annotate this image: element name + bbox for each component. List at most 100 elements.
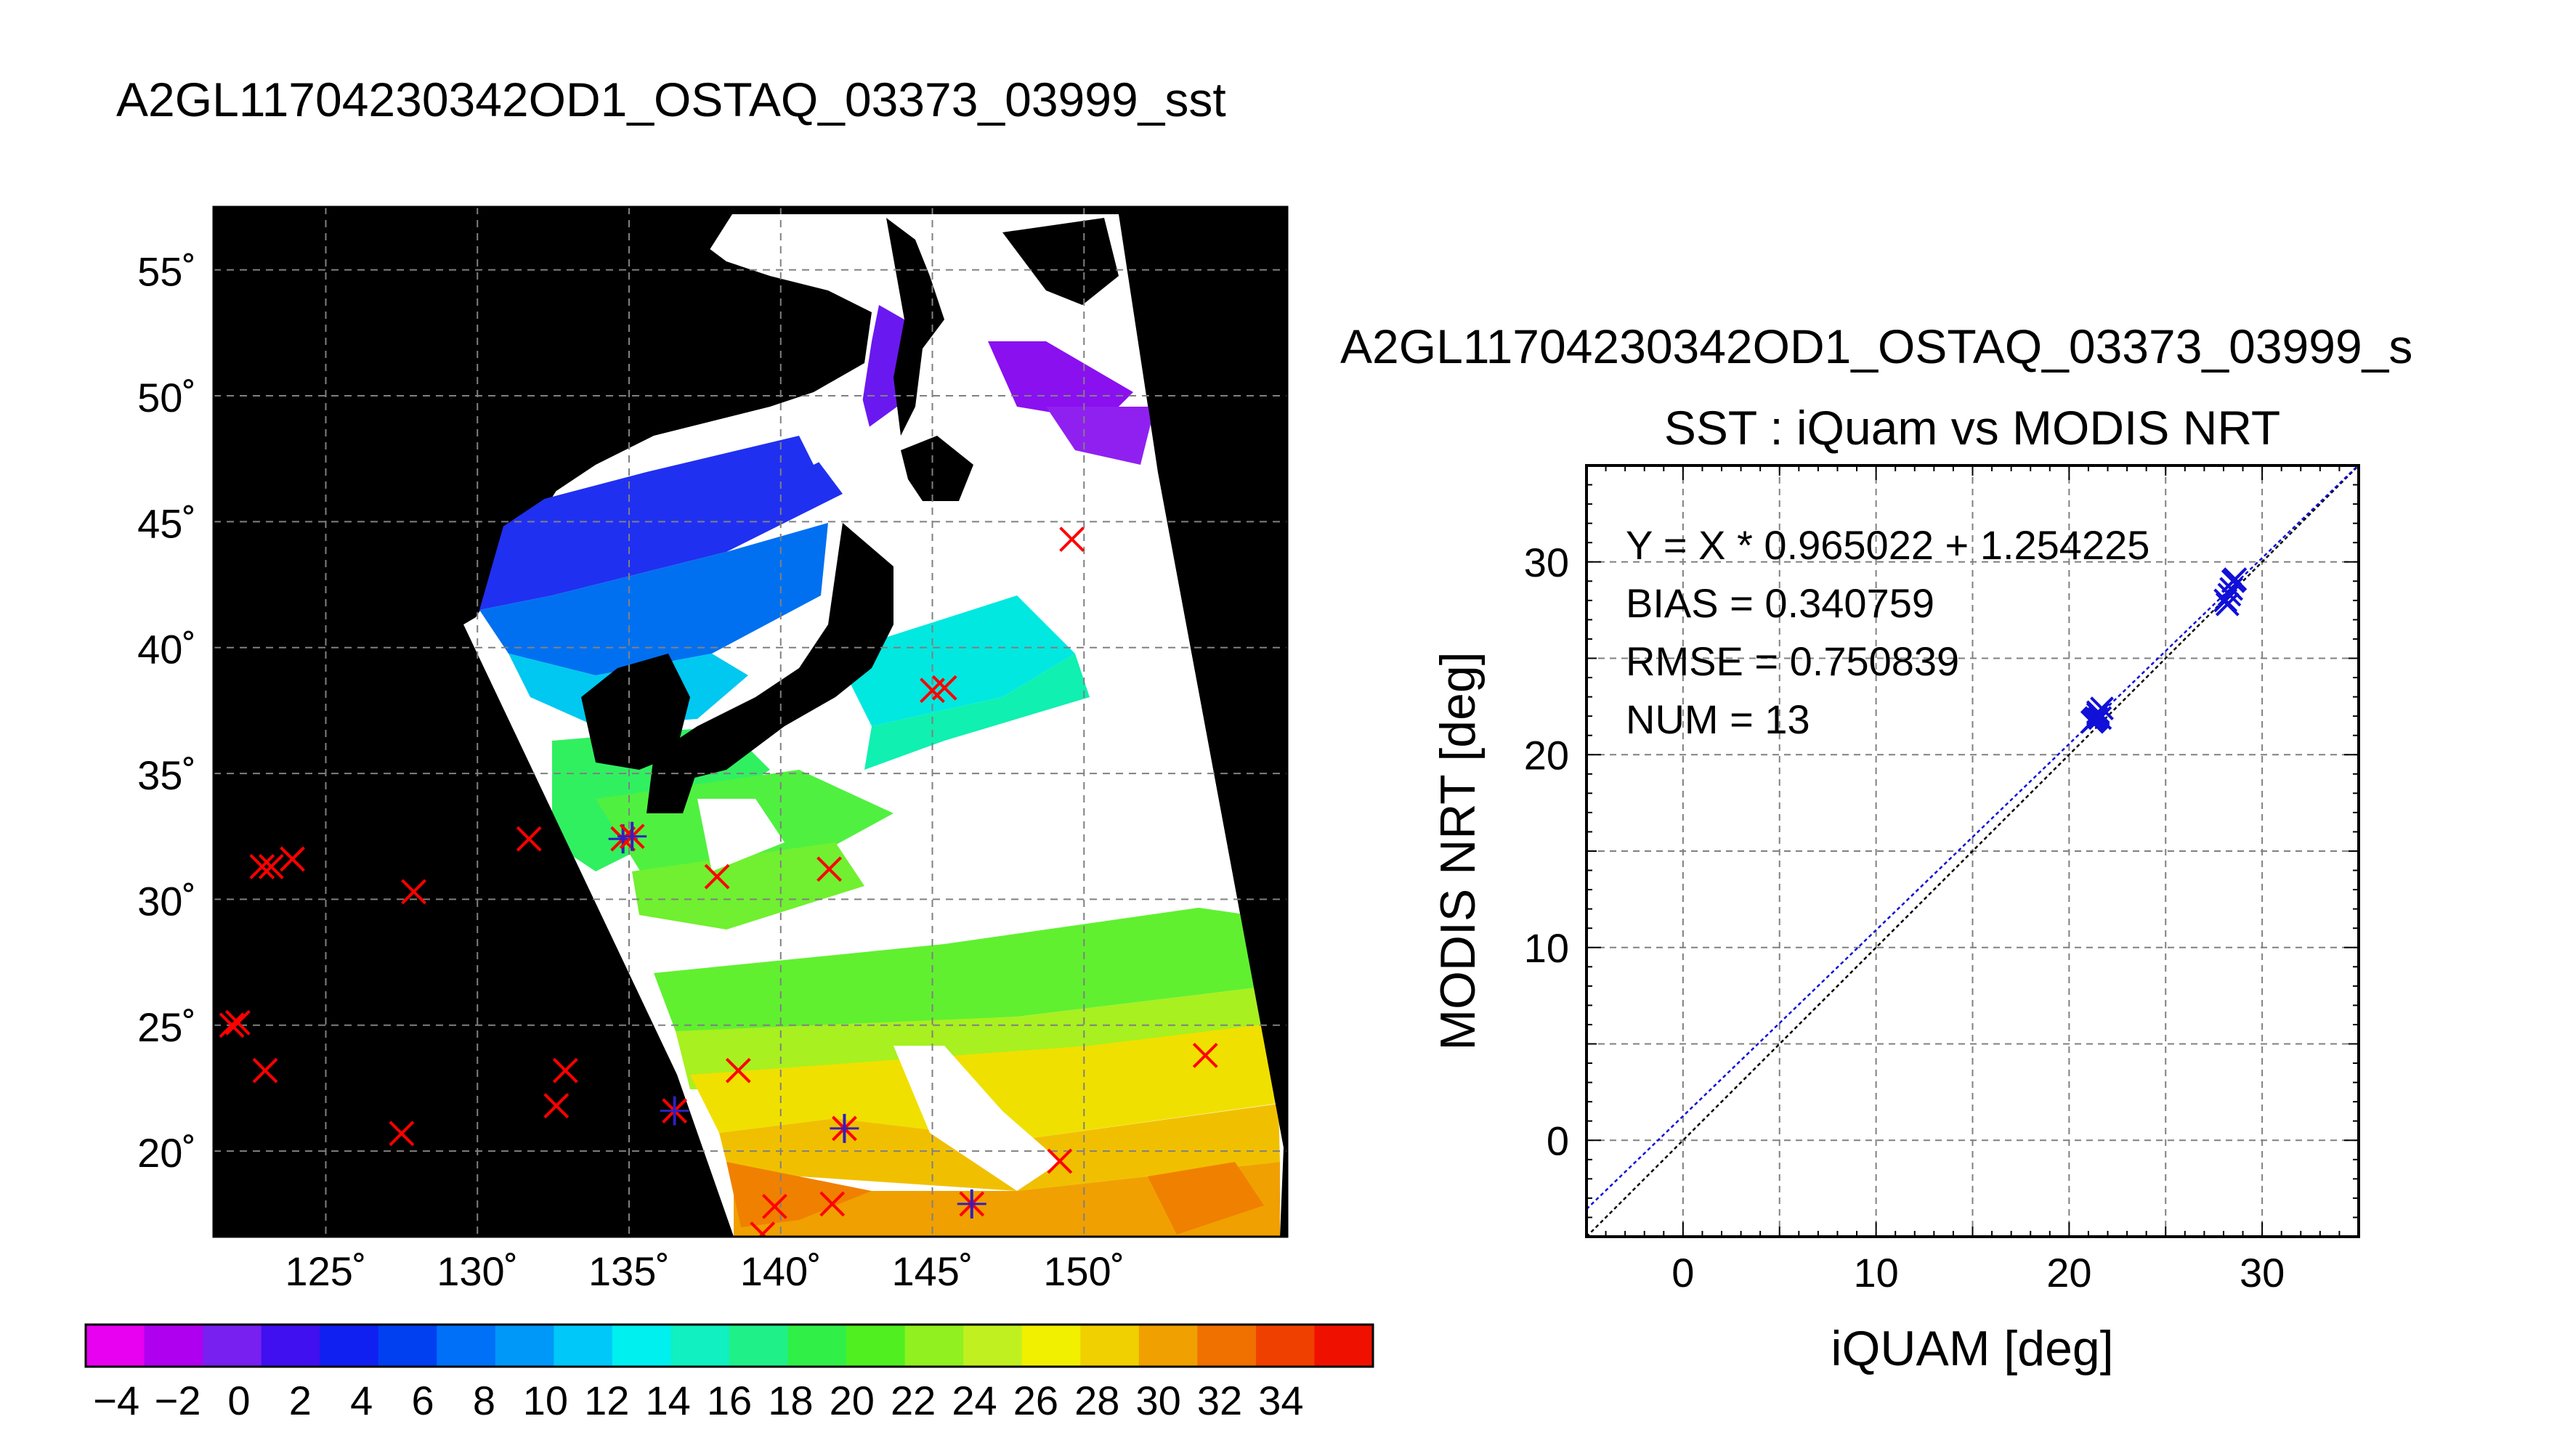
lat-tick-label: 30˚	[137, 878, 196, 924]
no-data-west	[214, 625, 734, 1237]
buoy-marker	[761, 1193, 787, 1219]
colorbar-tick-label: 14	[645, 1378, 690, 1423]
land-masks	[214, 207, 1119, 813]
x-tick-label: 0	[1671, 1250, 1694, 1296]
lat-tick-label: 35˚	[137, 752, 196, 798]
colorbar-tick-label: 32	[1197, 1378, 1242, 1423]
colorbar-tick-label: 10	[523, 1378, 568, 1423]
colorbar-cell	[1021, 1325, 1082, 1367]
data-point	[2223, 567, 2248, 592]
data-point	[2088, 706, 2112, 731]
buoy-marker	[219, 1012, 245, 1038]
colorbar-tick-label: 30	[1136, 1378, 1181, 1423]
bias-value: BIAS = 0.340759	[1626, 580, 1934, 626]
buoy-marker	[1059, 526, 1085, 553]
colorbar-cell	[437, 1325, 496, 1367]
colorbar-cell	[670, 1325, 730, 1367]
x-axis-tick-labels: 0 10 20 30	[1671, 1250, 2285, 1296]
colorbar-tick-label: 28	[1074, 1378, 1119, 1423]
matched-buoy-marker	[617, 821, 647, 851]
colorbar-cell	[612, 1325, 672, 1367]
colorbar-cell	[963, 1325, 1023, 1367]
colorbar-tick-label: 8	[473, 1378, 495, 1423]
colorbar-cell	[1138, 1325, 1199, 1367]
colorbar-tick-label: 6	[412, 1378, 434, 1423]
lon-tick-label: 140˚	[740, 1248, 822, 1294]
colorbar-cell	[378, 1325, 438, 1367]
y-tick-label: 0	[1547, 1118, 1569, 1163]
buoy-marker	[1192, 1042, 1218, 1068]
scatter-frame	[1585, 464, 2360, 1238]
colorbar-cell	[554, 1325, 613, 1367]
land-honshu	[654, 523, 893, 784]
lat-tick-label: 20˚	[137, 1130, 196, 1176]
scatter-title: SST : iQuam vs MODIS NRT	[1664, 401, 2280, 455]
land-kamchatka	[1002, 218, 1119, 305]
lon-tick-label: 150˚	[1043, 1248, 1124, 1294]
colorbar-cell	[86, 1325, 145, 1367]
matched-buoy-marker	[830, 1113, 859, 1143]
lat-tick-label: 50˚	[137, 375, 196, 420]
colorbar-tick-label: 2	[289, 1378, 312, 1423]
buoy-marker	[401, 879, 426, 905]
colorbar-tick-label: −4	[93, 1378, 139, 1423]
y-tick-label: 10	[1524, 925, 1569, 971]
buoy-marker	[1047, 1148, 1073, 1174]
x-axis-label: iQUAM [deg]	[1831, 1321, 2113, 1376]
sst-map: 55˚ 50˚ 45˚ 40˚ 35˚ 30˚ 25˚ 20˚ 125˚ 130˚ 135˚ 140…	[137, 206, 1289, 1294]
colorbar-cell	[1197, 1325, 1257, 1367]
map-frame	[212, 206, 1289, 1238]
colorbar-cell	[729, 1325, 789, 1367]
buoy-marker	[516, 826, 542, 852]
lon-tick-label: 130˚	[437, 1248, 518, 1294]
land-hokkaido	[901, 436, 973, 501]
main-title: A2GL11704230342OD1_OSTAQ_03373_03999_sst	[116, 73, 1226, 126]
colorbar-labels: −4 −2 0 2 4 6 8 10 12 14 16 18 20 22 24 26 28 30 32 34	[93, 1378, 1303, 1423]
fit-line	[1586, 465, 2359, 1210]
colorbar-tick-label: 0	[227, 1378, 250, 1423]
lat-tick-label: 40˚	[137, 627, 196, 672]
colorbar-cell	[1080, 1325, 1140, 1367]
buoy-marker	[816, 856, 842, 882]
y-axis-label: MODIS NRT [deg]	[1430, 651, 1486, 1050]
x-tick-label: 20	[2046, 1250, 2091, 1296]
colorbar-cell	[1255, 1325, 1316, 1367]
rmse-value: RMSE = 0.750839	[1626, 638, 1959, 684]
x-tick-label: 30	[2240, 1250, 2285, 1296]
lat-tick-label: 55˚	[137, 249, 196, 295]
buoy-marker	[252, 1057, 278, 1083]
buoy-marker	[543, 1093, 570, 1119]
colorbar: −4 −2 0 2 4 6 8 10 12 14 16 18 20 22 24 26 28 30 32 34	[84, 1323, 1374, 1423]
colorbar-cell	[787, 1325, 848, 1367]
map-gridlines	[214, 207, 1287, 1237]
colorbar-tick-label: 34	[1258, 1378, 1303, 1423]
lon-tick-label: 135˚	[588, 1248, 670, 1294]
data-point	[2086, 700, 2110, 725]
lat-tick-label: 45˚	[137, 500, 196, 546]
colorbar-tick-label: 18	[768, 1378, 813, 1423]
buoy-marker	[224, 1009, 251, 1036]
data-point	[2217, 582, 2242, 607]
colorbar-cell	[495, 1325, 555, 1367]
colorbar-tick-label: 12	[584, 1378, 629, 1423]
lon-axis-labels: 125˚ 130˚ 135˚ 140˚ 145˚ 150˚	[285, 1248, 1124, 1294]
buoy-marker	[725, 1057, 751, 1083]
land-korea	[581, 654, 690, 770]
colorbar-tick-label: 24	[952, 1378, 997, 1423]
buoy-marker	[704, 863, 730, 890]
colorbar-tick-label: 22	[891, 1378, 936, 1423]
buoy-marker	[389, 1121, 415, 1147]
cloud-patches	[697, 378, 1061, 1191]
scatter-plot: A2GL11704230342OD1_OSTAQ_03373_03999_s S…	[1340, 320, 2412, 1376]
matched-buoy-marker	[660, 1096, 689, 1126]
buoy-marker	[249, 853, 275, 879]
colorbar-tick-label: −2	[155, 1378, 201, 1423]
x-tick-label: 10	[1853, 1250, 1898, 1296]
colorbar-cell	[261, 1325, 321, 1367]
colorbar-cell	[846, 1325, 906, 1367]
y-tick-label: 20	[1524, 732, 1569, 778]
lon-tick-label: 125˚	[285, 1248, 366, 1294]
y-axis-tick-labels: 0 10 20 30	[1524, 540, 1569, 1164]
